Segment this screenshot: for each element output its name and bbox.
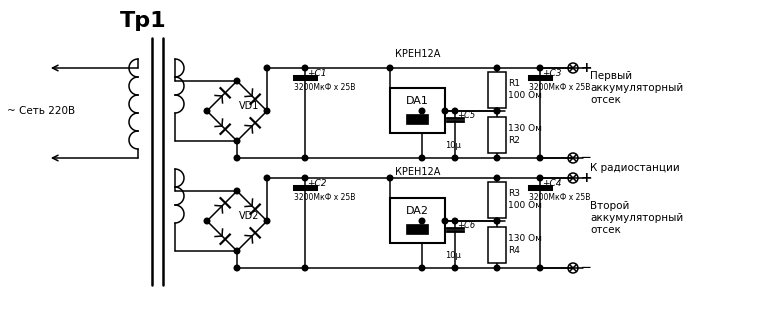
Text: R3: R3 [508, 189, 520, 198]
Text: 3200МкФ х 25В: 3200МкФ х 25В [529, 83, 590, 92]
Text: DA2: DA2 [406, 206, 429, 216]
Bar [390, 88, 445, 133]
Text: R4: R4 [508, 246, 520, 255]
Bar [406, 224, 428, 234]
Text: КРЕН12А: КРЕН12А [395, 49, 440, 59]
Text: 130 Ом: 130 Ом [508, 124, 542, 133]
Bar [390, 198, 445, 243]
Text: VD2: VD2 [239, 211, 260, 221]
Text: VD1: VD1 [239, 101, 260, 111]
Text: +C1: +C1 [307, 69, 327, 78]
Text: R1: R1 [508, 79, 520, 88]
Text: DA1: DA1 [406, 96, 429, 106]
Text: 10µ: 10µ [445, 142, 461, 151]
Circle shape [234, 78, 239, 84]
Text: К радиостанции: К радиостанции [590, 163, 679, 173]
Circle shape [419, 108, 425, 114]
Circle shape [387, 175, 393, 181]
Circle shape [264, 218, 270, 224]
Circle shape [537, 175, 543, 181]
Text: +C3: +C3 [542, 69, 562, 78]
Circle shape [234, 138, 239, 144]
Circle shape [495, 218, 500, 224]
Text: 3200МкФ х 25В: 3200МкФ х 25В [294, 192, 356, 201]
Text: +C4: +C4 [542, 178, 562, 187]
Circle shape [234, 265, 239, 271]
Circle shape [264, 175, 270, 181]
Circle shape [419, 265, 425, 271]
Circle shape [419, 218, 425, 224]
Circle shape [495, 108, 500, 114]
Text: 100 Ом: 100 Ом [508, 201, 542, 210]
Circle shape [452, 265, 458, 271]
Circle shape [419, 155, 425, 161]
Circle shape [452, 155, 458, 161]
Circle shape [302, 265, 308, 271]
Circle shape [234, 155, 239, 161]
Text: ─: ─ [581, 151, 590, 165]
Circle shape [302, 65, 308, 71]
Bar [406, 114, 428, 124]
Text: ~ Сеть 220В: ~ Сеть 220В [7, 106, 75, 116]
Bar [488, 226, 506, 262]
Circle shape [495, 65, 500, 71]
Circle shape [452, 108, 458, 114]
Circle shape [495, 155, 500, 161]
Text: 10µ: 10µ [445, 251, 461, 260]
Text: 130 Ом: 130 Ом [508, 234, 542, 243]
Text: +: + [581, 171, 593, 185]
Text: ─: ─ [581, 261, 590, 275]
Circle shape [234, 248, 239, 254]
Circle shape [452, 218, 458, 224]
Bar [488, 181, 506, 217]
Text: Первый
аккумуляторный
отсек: Первый аккумуляторный отсек [590, 71, 683, 105]
Circle shape [234, 188, 239, 194]
Text: Тр1: Тр1 [120, 11, 167, 31]
Text: 3200МкФ х 25В: 3200МкФ х 25В [529, 192, 590, 201]
Text: +C2: +C2 [307, 178, 327, 187]
Circle shape [537, 155, 543, 161]
Text: +C6: +C6 [457, 220, 475, 229]
Circle shape [264, 108, 270, 114]
Circle shape [264, 65, 270, 71]
Text: R2: R2 [508, 136, 520, 145]
Text: Второй
аккумуляторный
отсек: Второй аккумуляторный отсек [590, 201, 683, 235]
Text: 3200МкФ х 25В: 3200МкФ х 25В [294, 83, 356, 92]
Bar [488, 117, 506, 153]
Circle shape [442, 108, 448, 114]
Circle shape [302, 155, 308, 161]
Circle shape [495, 265, 500, 271]
Text: КРЕН12А: КРЕН12А [395, 167, 440, 177]
Text: +C5: +C5 [457, 111, 475, 120]
Circle shape [495, 108, 500, 114]
Circle shape [537, 265, 543, 271]
Circle shape [442, 218, 448, 224]
Circle shape [537, 65, 543, 71]
Text: +: + [581, 61, 593, 75]
Circle shape [204, 108, 210, 114]
Circle shape [495, 175, 500, 181]
Bar [488, 72, 506, 108]
Circle shape [302, 175, 308, 181]
Circle shape [495, 218, 500, 224]
Circle shape [204, 218, 210, 224]
Circle shape [387, 65, 393, 71]
Text: 100 Ом: 100 Ом [508, 91, 542, 100]
